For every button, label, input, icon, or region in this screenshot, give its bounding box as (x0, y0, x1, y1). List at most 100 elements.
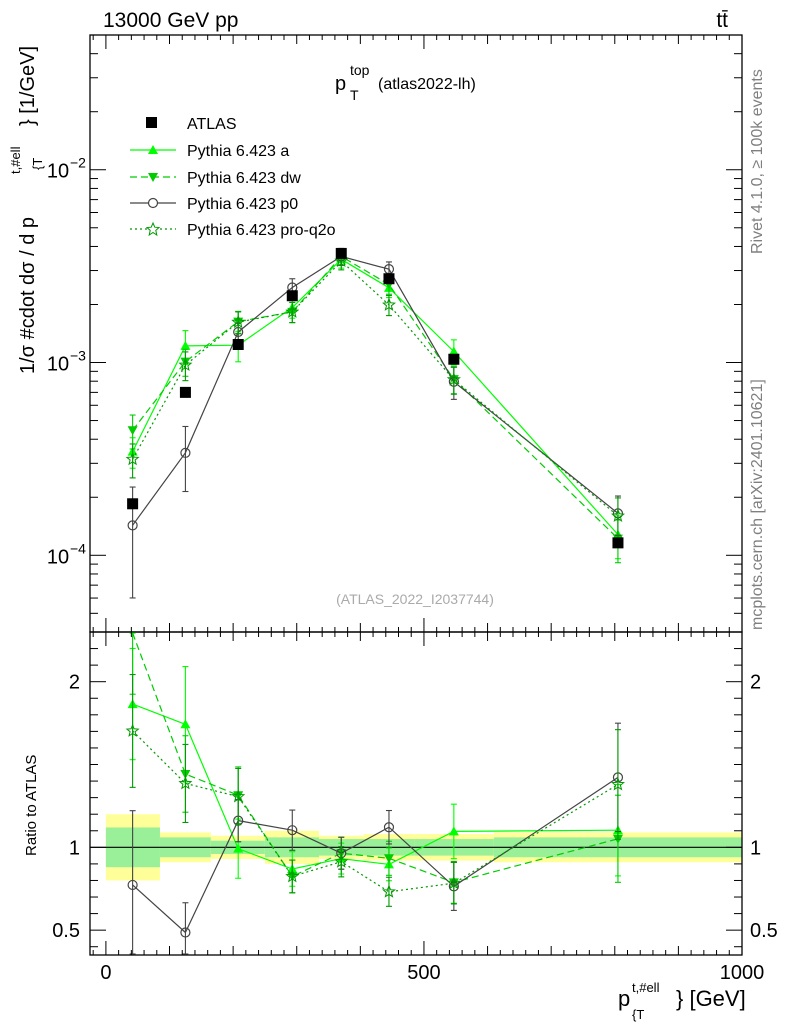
series-3 (125, 252, 626, 907)
ratio-y-label: Ratio to ATLAS (23, 755, 40, 856)
series-point-ratio (383, 822, 395, 833)
y-axis-label-sub: {T (30, 158, 45, 170)
series-point-ratio (180, 927, 191, 938)
series-point-main (178, 357, 193, 371)
series-point-ratio (287, 825, 298, 836)
y-axis-label-unit: } [1/GeV] (17, 46, 39, 126)
analysis-id: (ATLAS_2022_I2037744) (336, 591, 494, 607)
ratio-plot-frame (89, 631, 743, 956)
legend-label-atlas: ATLAS (187, 116, 237, 133)
plot-title: p (335, 73, 346, 95)
series-point-ratio (446, 875, 461, 890)
y-tick-exponent: −2 (70, 155, 86, 171)
plot-title-sub: T (350, 87, 359, 103)
data-point-atlas (286, 290, 298, 302)
y-tick-exponent: −4 (70, 540, 86, 556)
series-point-main (448, 346, 459, 356)
header-left: 13000 GeV pp (103, 9, 238, 32)
series-line-ratio (132, 730, 619, 893)
ratio-uncertainty-bands (90, 814, 742, 881)
series-point-ratio (382, 884, 397, 898)
ratio-tick-label-right: 1 (750, 837, 761, 859)
series-point-ratio (125, 723, 140, 737)
data-points (127, 247, 624, 549)
data-point-atlas (127, 498, 139, 510)
series-point-ratio (233, 843, 244, 853)
chart-marks (125, 247, 626, 955)
y-tick-exponent: −3 (70, 348, 86, 364)
series-point-main (611, 508, 626, 522)
data-point-atlas (612, 537, 624, 549)
legend: ATLAS Pythia 6.423 a Pythia 6.423 dw Pyt… (130, 116, 336, 239)
data-point-atlas (232, 339, 244, 351)
legend-marker-p0 (147, 197, 159, 209)
y-axis-label-main: 1/σ #cdot dσ / d p (17, 217, 39, 374)
series-point-main (180, 340, 191, 350)
series-point-main (382, 297, 397, 311)
y-axis-label: 1/σ #cdot dσ / d p (17, 217, 39, 374)
series-point-main (285, 304, 300, 318)
series-point-ratio (178, 776, 193, 790)
series-line-main (132, 258, 619, 536)
series-point-ratio (611, 777, 626, 791)
series-point-main (127, 520, 138, 531)
svg-text:1/σ #cdot dσ / d p: 1/σ #cdot dσ / d p (17, 217, 39, 374)
y-axis-label-sup: t,#ell (8, 146, 23, 174)
x-tick-label: 1000 (720, 962, 765, 984)
series-point-ratio (448, 826, 459, 836)
x-axis-label-unit: } [GeV] (676, 986, 746, 1011)
series-point-main (127, 426, 138, 436)
series-0 (127, 250, 623, 887)
series-point-main (446, 372, 461, 386)
y-tick-label: 10 (47, 546, 69, 568)
legend-label-p0: Pythia 6.423 p0 (187, 196, 298, 213)
legend-marker-atlas (146, 117, 157, 128)
series-point-ratio (127, 879, 138, 891)
mcplots-label: mcplots.cern.ch [arXiv:2401.10621] (749, 379, 766, 630)
data-point-atlas (383, 273, 395, 285)
legend-label-pro: Pythia 6.423 pro-q2o (187, 222, 336, 239)
legend-label-dw: Pythia 6.423 dw (187, 170, 301, 187)
series-point-ratio (334, 854, 349, 868)
series-point-main (334, 253, 349, 268)
plot-title-suffix: (atlas2022-lh) (378, 76, 476, 93)
series-point-ratio (285, 869, 300, 883)
x-axis-label-sup: t,#ell (632, 980, 660, 995)
series-point-ratio (231, 789, 246, 803)
legend-marker-dw (148, 173, 158, 182)
x-axis-label-main: p (618, 986, 630, 1011)
x-tick-label: 500 (407, 962, 440, 984)
axes-frames (89, 34, 743, 956)
legend-marker-pro (145, 221, 161, 237)
series-point-ratio (383, 854, 394, 864)
series-line-main (132, 255, 619, 526)
ratio-tick-label-left: 2 (69, 672, 80, 694)
series-point-ratio (180, 719, 191, 729)
x-axis-label-sub: {T (632, 1007, 644, 1022)
plot-title-sup: top (350, 62, 370, 78)
plot-title-main: p (335, 73, 346, 95)
legend-label-a: Pythia 6.423 a (187, 143, 289, 160)
series-1 (127, 247, 623, 904)
y-tick-label: 10 (47, 161, 69, 183)
series-line-ratio (132, 703, 619, 870)
series-point-main (180, 447, 191, 458)
series-line-main (132, 260, 619, 517)
legend-marker-a (148, 145, 158, 154)
x-tick-label: 0 (100, 962, 111, 984)
header-right: tt̄ (716, 9, 728, 32)
rivet-label: Rivet 4.1.0, ≥ 100k events (749, 69, 766, 254)
data-point-atlas (448, 353, 460, 365)
series-line-ratio (132, 776, 619, 934)
y-tick-label: 10 (47, 354, 69, 376)
ratio-tick-label-right: 2 (750, 672, 761, 694)
ratio-tick-label-left: 0.5 (52, 920, 80, 942)
series-point-main (231, 314, 246, 329)
ratio-tick-label-left: 1 (69, 837, 80, 859)
series-line-main (132, 255, 619, 540)
ratio-tick-label-right: 0.5 (750, 920, 778, 942)
data-point-atlas (335, 247, 347, 259)
series-point-main (125, 451, 140, 466)
